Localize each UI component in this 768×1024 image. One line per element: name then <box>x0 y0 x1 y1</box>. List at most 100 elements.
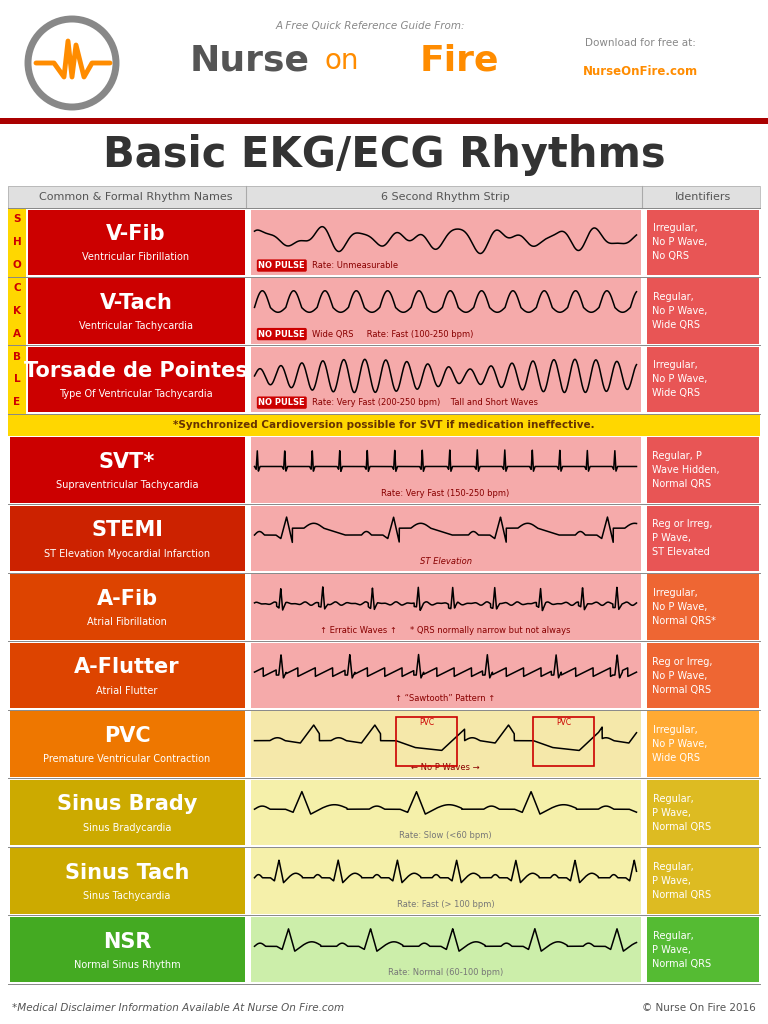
Bar <box>396 717 457 766</box>
Text: ↑ Erratic Waves ↑     * QRS normally narrow but not always: ↑ Erratic Waves ↑ * QRS normally narrow … <box>320 626 571 635</box>
Bar <box>647 916 759 982</box>
Bar <box>250 346 641 412</box>
Text: *Synchronized Cardioversion possible for SVT if medication ineffective.: *Synchronized Cardioversion possible for… <box>174 420 594 430</box>
Bar <box>250 849 641 914</box>
Text: Reg or Irreg,
P Wave,
ST Elevated: Reg or Irreg, P Wave, ST Elevated <box>653 519 713 557</box>
Bar <box>8 186 760 208</box>
Text: Reg or Irreg,
No P Wave,
Normal QRS: Reg or Irreg, No P Wave, Normal QRS <box>653 656 713 694</box>
Text: ↑ “Sawtooth” Pattern ↑: ↑ “Sawtooth” Pattern ↑ <box>396 694 495 703</box>
Bar <box>9 849 244 914</box>
Text: K: K <box>13 306 21 315</box>
Text: Regular, P
Wave Hidden,
Normal QRS: Regular, P Wave Hidden, Normal QRS <box>653 451 720 488</box>
Text: A-Fib: A-Fib <box>97 589 157 609</box>
Text: C: C <box>13 283 21 293</box>
Bar <box>9 437 244 503</box>
Text: A-Flutter: A-Flutter <box>74 657 180 677</box>
Text: PVC: PVC <box>104 726 151 745</box>
Bar <box>647 210 759 275</box>
Text: Identifiers: Identifiers <box>674 193 730 202</box>
Bar <box>28 346 244 412</box>
Bar <box>533 717 594 766</box>
Text: © Nurse On Fire 2016: © Nurse On Fire 2016 <box>642 1002 756 1013</box>
Text: 6 Second Rhythm Strip: 6 Second Rhythm Strip <box>381 193 510 202</box>
Text: Ventricular Tachycardia: Ventricular Tachycardia <box>79 321 193 331</box>
Text: Supraventricular Tachycardia: Supraventricular Tachycardia <box>56 480 198 490</box>
Text: H: H <box>12 238 22 247</box>
Text: Rate: Very Fast (200-250 bpm)    Tall and Short Waves: Rate: Very Fast (200-250 bpm) Tall and S… <box>313 398 538 408</box>
Text: Fire: Fire <box>420 44 499 78</box>
Text: Normal Sinus Rhythm: Normal Sinus Rhythm <box>74 959 180 970</box>
Text: Basic EKG/ECG Rhythms: Basic EKG/ECG Rhythms <box>103 134 665 176</box>
Text: O: O <box>12 260 22 270</box>
Text: Atrial Fibrillation: Atrial Fibrillation <box>87 617 167 627</box>
Text: A Free Quick Reference Guide From:: A Free Quick Reference Guide From: <box>275 22 465 31</box>
Text: Rate: Unmeasurable: Rate: Unmeasurable <box>313 261 399 270</box>
Text: SVT*: SVT* <box>99 452 155 472</box>
Text: Download for free at:: Download for free at: <box>584 38 696 48</box>
Bar <box>647 346 759 412</box>
Text: E: E <box>13 397 21 408</box>
Text: B: B <box>13 351 21 361</box>
Text: NO PULSE: NO PULSE <box>259 330 305 339</box>
Bar <box>9 506 244 571</box>
Text: Torsade de Pointes: Torsade de Pointes <box>24 361 248 381</box>
Text: Type Of Ventricular Tachycardia: Type Of Ventricular Tachycardia <box>59 389 213 399</box>
Text: Premature Ventricular Contraction: Premature Ventricular Contraction <box>43 754 210 764</box>
Text: NO PULSE: NO PULSE <box>259 261 305 270</box>
Text: Atrial Flutter: Atrial Flutter <box>96 686 157 695</box>
Text: Sinus Brady: Sinus Brady <box>57 795 197 814</box>
Text: L: L <box>14 375 20 384</box>
Text: Rate: Normal (60-100 bpm): Rate: Normal (60-100 bpm) <box>388 969 503 978</box>
Bar <box>8 208 26 414</box>
Text: Common & Formal Rhythm Names: Common & Formal Rhythm Names <box>39 193 233 202</box>
Bar <box>9 916 244 982</box>
Text: Sinus Bradycardia: Sinus Bradycardia <box>83 822 171 833</box>
Text: Sinus Tach: Sinus Tach <box>65 863 189 883</box>
Text: Regular,
No P Wave,
Wide QRS: Regular, No P Wave, Wide QRS <box>653 292 708 330</box>
Text: Regular,
P Wave,
Normal QRS: Regular, P Wave, Normal QRS <box>653 931 712 969</box>
Text: Rate: Very Fast (150-250 bpm): Rate: Very Fast (150-250 bpm) <box>382 488 510 498</box>
Bar <box>250 210 641 275</box>
Text: on: on <box>325 47 359 75</box>
Text: Wide QRS     Rate: Fast (100-250 bpm): Wide QRS Rate: Fast (100-250 bpm) <box>313 330 474 339</box>
Text: Rate: Slow (<60 bpm): Rate: Slow (<60 bpm) <box>399 831 492 841</box>
Bar <box>0 118 768 124</box>
Text: NurseOnFire.com: NurseOnFire.com <box>582 66 697 78</box>
Text: Nurse: Nurse <box>190 44 310 78</box>
Bar <box>8 186 760 208</box>
Text: Sinus Tachycardia: Sinus Tachycardia <box>83 891 170 901</box>
Bar <box>0 8 768 118</box>
Text: Irregular,
No P Wave,
No QRS: Irregular, No P Wave, No QRS <box>653 223 708 261</box>
Bar <box>647 279 759 344</box>
Bar <box>250 574 641 640</box>
Bar <box>647 574 759 640</box>
Bar <box>0 124 768 186</box>
Text: NO PULSE: NO PULSE <box>259 398 305 408</box>
Text: A: A <box>13 329 21 339</box>
Text: Ventricular Fibrillation: Ventricular Fibrillation <box>82 252 190 262</box>
Bar <box>250 780 641 846</box>
Text: STEMI: STEMI <box>91 520 163 541</box>
Text: Regular,
P Wave,
Normal QRS: Regular, P Wave, Normal QRS <box>653 794 712 831</box>
Text: ST Elevation Myocardial Infarction: ST Elevation Myocardial Infarction <box>44 549 210 558</box>
Bar <box>250 712 641 777</box>
Text: PVC: PVC <box>419 718 434 727</box>
Text: V-Tach: V-Tach <box>100 293 173 312</box>
Text: V-Fib: V-Fib <box>106 224 166 244</box>
Bar <box>250 279 641 344</box>
Text: *Medical Disclaimer Information Available At Nurse On Fire.com: *Medical Disclaimer Information Availabl… <box>12 1002 344 1013</box>
Text: Irregular,
No P Wave,
Wide QRS: Irregular, No P Wave, Wide QRS <box>653 360 708 398</box>
Bar <box>250 506 641 571</box>
Text: S: S <box>13 214 21 224</box>
Text: Irregular,
No P Wave,
Normal QRS*: Irregular, No P Wave, Normal QRS* <box>653 588 717 626</box>
Bar <box>647 849 759 914</box>
Text: PVC: PVC <box>556 718 571 727</box>
Bar <box>647 780 759 846</box>
Bar <box>250 643 641 709</box>
Bar <box>9 780 244 846</box>
Text: Irregular,
No P Wave,
Wide QRS: Irregular, No P Wave, Wide QRS <box>653 725 708 763</box>
Bar <box>28 279 244 344</box>
Bar <box>647 437 759 503</box>
Bar <box>0 992 768 1024</box>
Bar <box>647 643 759 709</box>
